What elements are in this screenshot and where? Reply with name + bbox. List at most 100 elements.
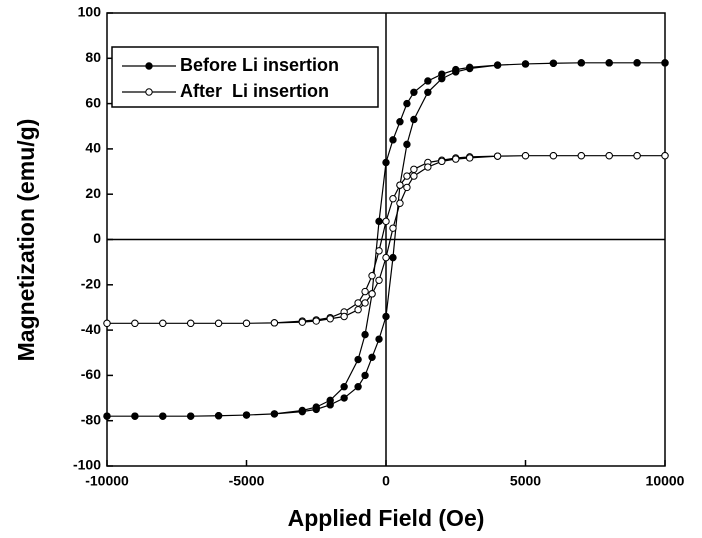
legend-label: After Li insertion: [180, 81, 329, 101]
data-point: [326, 401, 334, 409]
y-tick-label: -40: [81, 321, 101, 337]
data-point: [424, 77, 432, 85]
data-point: [605, 59, 613, 67]
data-point: [424, 88, 432, 96]
data-point: [340, 312, 348, 321]
data-point: [661, 59, 669, 67]
data-point: [375, 276, 383, 284]
data-point: [466, 154, 474, 162]
data-point: [466, 64, 474, 73]
data-point: [549, 151, 558, 160]
data-point: [493, 61, 502, 69]
y-tick-label: -100: [73, 457, 101, 473]
data-point: [375, 247, 383, 255]
data-point: [103, 319, 111, 328]
data-point: [361, 287, 369, 296]
data-point: [354, 355, 362, 364]
data-point: [410, 172, 418, 180]
data-point: [361, 371, 369, 380]
data-point: [452, 155, 460, 163]
y-tick-label: 80: [85, 49, 101, 65]
data-point: [270, 410, 279, 418]
data-point: [382, 158, 390, 167]
data-point: [375, 217, 383, 226]
data-point: [410, 88, 418, 96]
data-point: [577, 59, 585, 67]
data-point: [354, 383, 362, 391]
data-point: [340, 394, 348, 402]
data-point: [382, 253, 390, 262]
data-point: [354, 306, 362, 314]
x-tick-label: 5000: [510, 473, 541, 489]
data-point: [633, 151, 641, 160]
x-tick-label: 10000: [646, 473, 685, 489]
data-point: [298, 407, 306, 416]
y-tick-label: -60: [81, 366, 101, 382]
y-tick-label: 40: [85, 140, 101, 156]
data-point: [354, 299, 362, 307]
data-point: [605, 151, 613, 160]
data-point: [396, 199, 404, 207]
data-point: [403, 99, 411, 108]
data-point: [424, 163, 432, 171]
data-point: [549, 59, 558, 67]
data-point: [389, 195, 397, 203]
data-point: [403, 172, 411, 180]
x-tick-label: -10000: [85, 473, 129, 489]
data-point: [131, 319, 139, 328]
data-point: [403, 183, 411, 192]
data-point: [368, 353, 376, 361]
data-point: [242, 319, 251, 328]
data-point: [187, 412, 195, 420]
x-tick-label: 0: [382, 473, 390, 489]
data-point: [389, 136, 397, 144]
data-point: [382, 217, 390, 226]
data-point: [312, 405, 320, 414]
data-point: [131, 412, 139, 420]
data-point: [340, 383, 348, 391]
data-point: [410, 115, 418, 124]
x-tick-label: -5000: [229, 473, 265, 489]
y-tick-label: 60: [85, 94, 101, 110]
data-point: [438, 157, 446, 166]
data-point: [214, 412, 223, 420]
data-point: [312, 317, 320, 325]
data-point: [368, 290, 376, 298]
legend-marker: [145, 88, 153, 96]
data-point: [214, 319, 223, 328]
data-point: [270, 319, 279, 327]
data-point: [159, 319, 167, 328]
y-tick-label: 0: [93, 230, 101, 246]
data-point: [396, 118, 404, 126]
y-axis-label: Magnetization (emu/g): [13, 119, 39, 362]
data-point: [410, 165, 418, 173]
y-tick-label: -20: [81, 276, 101, 292]
legend-box: [111, 46, 379, 108]
data-point: [661, 151, 669, 160]
data-point: [326, 315, 334, 323]
y-tick-label: -80: [81, 411, 101, 427]
data-point: [396, 181, 404, 189]
data-point: [577, 151, 585, 160]
y-tick-label: 100: [78, 4, 102, 20]
data-point: [375, 335, 383, 343]
data-point: [382, 312, 390, 321]
y-tick-label: 20: [85, 185, 101, 201]
data-point: [389, 224, 397, 232]
data-point: [187, 319, 195, 328]
data-point: [521, 151, 530, 160]
data-point: [403, 140, 411, 149]
x-axis-label: Applied Field (Oe): [288, 505, 485, 531]
data-point: [521, 60, 530, 68]
data-point: [493, 152, 502, 160]
data-point: [361, 299, 369, 307]
data-point: [103, 412, 111, 420]
data-point: [298, 318, 306, 326]
data-point: [633, 59, 641, 67]
legend-label: Before Li insertion: [180, 55, 339, 75]
data-point: [438, 74, 446, 83]
legend-marker: [145, 62, 153, 70]
data-point: [452, 68, 460, 76]
